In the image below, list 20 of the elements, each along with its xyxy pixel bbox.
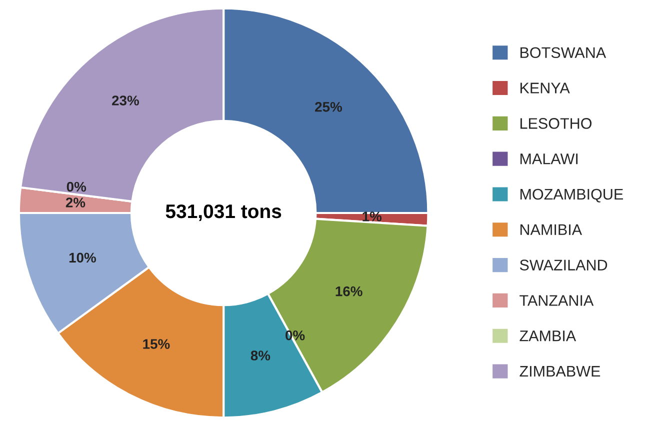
text: 0%	[66, 182, 86, 192]
data-label: 15%	[143, 339, 170, 349]
legend-label: MALAWI	[520, 154, 578, 164]
data-label: 16%	[336, 286, 362, 296]
legend-label: LESOTHO	[520, 118, 592, 129]
data-label: 25%	[315, 102, 342, 112]
legend-label: TANZANIA	[520, 295, 594, 306]
legend-label: NAMIBIA	[520, 224, 582, 235]
legend-label: ZIMBABWE	[520, 366, 600, 377]
data-label: 8%	[250, 350, 270, 360]
data-label: 10%	[69, 252, 96, 263]
data-label: 2%	[66, 198, 86, 208]
legend-label: MOZAMBIQUE	[520, 188, 623, 202]
legend-label: SWAZILAND	[520, 260, 608, 270]
text: 531,031 tons	[166, 204, 282, 222]
legend-label: BOTSWANA	[520, 47, 606, 58]
data-label: 23%	[112, 96, 139, 106]
data-label: 1%	[362, 212, 382, 222]
legend-label: ZAMBIA	[520, 330, 576, 342]
legend-label: KENYA	[520, 82, 570, 94]
